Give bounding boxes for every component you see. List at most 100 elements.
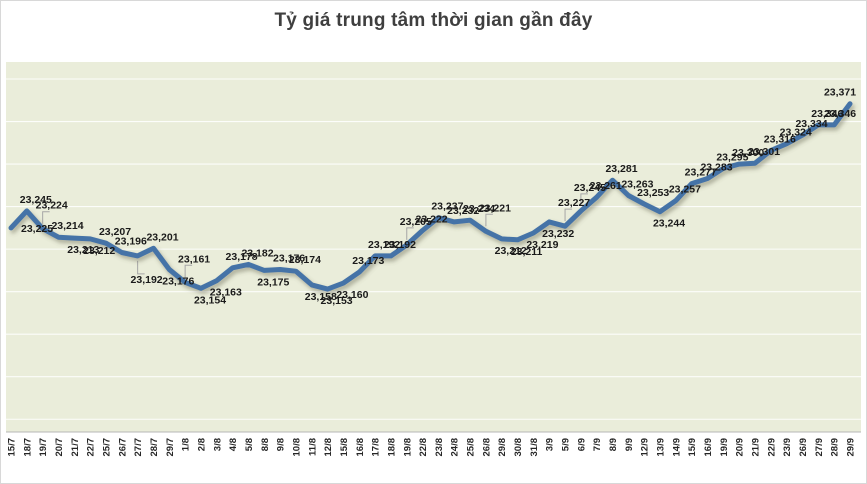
x-axis-label: 28/7 xyxy=(149,438,160,457)
x-axis-label: 19/8 xyxy=(402,438,413,457)
data-label: 23,192 xyxy=(131,274,163,286)
x-axis-label: 19/7 xyxy=(38,438,49,457)
x-axis-label: 20/7 xyxy=(54,438,65,457)
data-label: 23,154 xyxy=(194,294,226,306)
data-label: 23,222 xyxy=(416,213,448,225)
x-axis-label: 10/8 xyxy=(291,438,302,457)
data-label: 23,158 xyxy=(305,291,337,303)
x-axis-label: 5/9 xyxy=(561,438,572,451)
x-axis-label: 9/8 xyxy=(276,438,287,451)
data-label: 23,174 xyxy=(289,254,321,266)
x-axis-label: 27/9 xyxy=(814,438,825,457)
x-axis-label: 13/9 xyxy=(656,438,667,457)
data-label: 23,224 xyxy=(36,200,68,212)
x-axis-label: 6/9 xyxy=(576,438,587,451)
data-label: 23,227 xyxy=(558,197,590,209)
x-axis-label: 26/8 xyxy=(481,438,492,457)
x-axis-label: 7/9 xyxy=(592,438,603,451)
data-label: 23,213 xyxy=(67,244,99,256)
data-label: 23,225 xyxy=(21,223,53,235)
data-label: 23,211 xyxy=(511,246,543,258)
data-label: 23,221 xyxy=(479,202,511,214)
data-label: 23,161 xyxy=(178,253,210,265)
x-axis-label: 23/8 xyxy=(434,438,445,457)
data-label: 23,212 xyxy=(83,245,115,257)
data-label: 23,295 xyxy=(716,151,748,163)
x-axis-label: 29/7 xyxy=(165,438,176,457)
data-label: 23,281 xyxy=(605,163,637,175)
data-label: 23,201 xyxy=(146,231,178,243)
data-label: 23,346 xyxy=(811,108,843,120)
data-label: 23,253 xyxy=(637,187,669,199)
data-label: 23,176 xyxy=(162,276,194,288)
data-label: 23,182 xyxy=(241,247,273,259)
data-label: 23,245 xyxy=(20,194,52,206)
x-axis-labels: 15/7 18/7 19/7 20/7 21/7 22/7 25/7 26/7 27/7 28/7… xyxy=(7,438,857,457)
x-axis-label: 29/9 xyxy=(846,438,857,457)
data-label: 23,192 xyxy=(368,239,400,251)
data-label: 23,212 xyxy=(495,245,527,257)
x-axis-label: 5/8 xyxy=(244,438,255,451)
data-label: 23,232 xyxy=(447,205,479,217)
x-axis-label: 11/8 xyxy=(307,438,318,456)
data-label: 23,163 xyxy=(210,287,242,299)
plot-area xyxy=(6,62,861,432)
x-axis-label: 21/9 xyxy=(751,438,762,457)
chart-title: Tỷ giá trung tâm thời gian gần đây xyxy=(274,10,593,31)
data-label: 23,160 xyxy=(336,289,368,301)
data-label: 23,324 xyxy=(780,127,812,139)
x-axis-label: 28/9 xyxy=(830,438,841,457)
data-label: 23,234 xyxy=(463,203,495,215)
x-axis-label: 2/8 xyxy=(197,438,208,451)
data-label: 23,245 xyxy=(574,182,606,194)
data-label: 23,214 xyxy=(51,220,83,232)
x-axis-label: 26/9 xyxy=(798,438,809,457)
x-axis-label: 4/8 xyxy=(228,438,239,451)
data-label: 23,300 xyxy=(732,147,764,159)
label-leader-lines xyxy=(42,193,588,278)
data-label: 23,178 xyxy=(226,251,258,263)
x-axis-label: 29/8 xyxy=(497,438,508,457)
x-axis-label: 19/9 xyxy=(719,438,730,457)
gridlines xyxy=(6,78,861,420)
data-label: 23,207 xyxy=(99,226,131,238)
x-axis-label: 12/9 xyxy=(640,438,651,457)
x-axis-label: 22/8 xyxy=(418,438,429,457)
x-axis-label: 25/7 xyxy=(102,438,113,457)
data-label: 23,192 xyxy=(384,239,416,251)
data-label: 23,175 xyxy=(257,276,289,288)
data-label: 23,283 xyxy=(700,162,732,174)
data-label: 23,346 xyxy=(824,108,856,120)
x-axis-label: 31/8 xyxy=(529,438,540,457)
x-axis-label: 27/7 xyxy=(133,438,144,457)
x-axis-label: 30/8 xyxy=(513,438,524,457)
x-axis-label: 18/8 xyxy=(386,438,397,457)
data-label: 23,153 xyxy=(321,295,353,307)
x-axis-label: 20/9 xyxy=(735,438,746,457)
x-axis-label: 3/9 xyxy=(545,438,556,451)
x-axis-label: 17/8 xyxy=(371,438,382,457)
x-axis-label: 9/9 xyxy=(624,438,635,451)
x-axis-label: 22/9 xyxy=(766,438,777,457)
data-label: 23,176 xyxy=(273,253,305,265)
data-label: 23,261 xyxy=(590,180,622,192)
x-axis-label: 8/9 xyxy=(608,438,619,451)
data-label: 23,371 xyxy=(824,87,856,99)
x-axis-label: 16/9 xyxy=(703,438,714,457)
x-axis-label: 22/7 xyxy=(86,438,97,457)
x-axis-label: 1/8 xyxy=(181,438,192,451)
x-axis-label: 24/8 xyxy=(450,438,461,457)
data-label: 23,277 xyxy=(685,167,717,179)
x-axis-label: 15/9 xyxy=(687,438,698,457)
x-axis-label: 12/8 xyxy=(323,438,334,457)
series-line xyxy=(8,101,853,292)
x-axis-label: 8/8 xyxy=(260,438,271,451)
x-axis-label: 15/8 xyxy=(339,438,350,457)
data-label: 23,334 xyxy=(795,118,827,130)
x-axis-label: 15/7 xyxy=(7,438,18,457)
data-labels: 23,22523,24523,22423,21423,21323,21223,2… xyxy=(20,87,856,307)
x-axis-label: 16/8 xyxy=(355,438,366,457)
x-axis-label: 23/9 xyxy=(782,438,793,457)
data-label: 23,316 xyxy=(764,134,796,146)
